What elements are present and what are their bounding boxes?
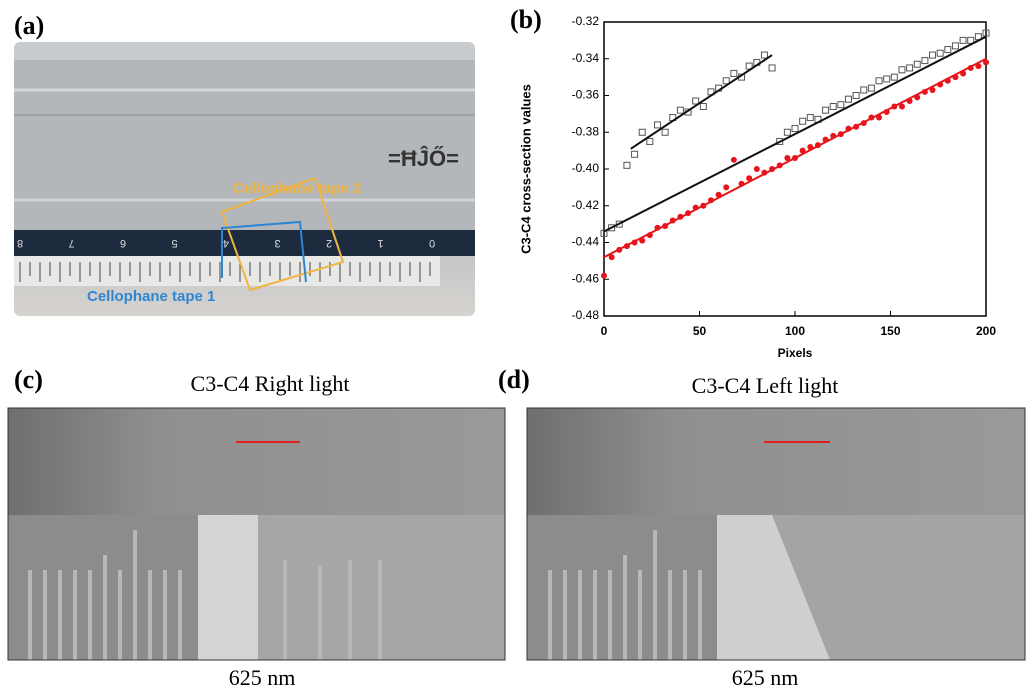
annotation: Cellophane tape 2 (233, 180, 361, 197)
point (959, 36, 967, 44)
point (921, 57, 929, 65)
point (822, 106, 830, 114)
x-axis-label: Pixels (778, 346, 813, 360)
scale-label: 625 nm (732, 665, 799, 690)
image-title: C3-C4 Left light (692, 373, 839, 398)
ruler-label: 2 (326, 237, 332, 249)
point (608, 224, 616, 232)
micrograph (7, 407, 506, 661)
y-tick-label: -0.46 (572, 271, 600, 285)
point (982, 29, 990, 37)
y-tick-label: -0.38 (572, 124, 600, 138)
point (760, 51, 768, 59)
point (676, 106, 684, 114)
point (906, 64, 914, 72)
x-tick-label: 150 (880, 324, 900, 338)
ruler-label: 8 (17, 237, 23, 249)
panel-label: (a) (14, 11, 44, 40)
point (646, 137, 654, 145)
y-tick-label: -0.36 (572, 88, 600, 102)
fit-line (603, 35, 987, 233)
y-tick-label: -0.48 (572, 308, 600, 322)
point (983, 59, 989, 66)
y-tick-label: -0.44 (572, 235, 600, 249)
ruler-label: 4 (223, 237, 229, 249)
x-tick-label: 100 (785, 324, 805, 338)
point (867, 84, 875, 92)
image-title: C3-C4 Right light (191, 371, 350, 396)
point (875, 77, 883, 85)
ruler-label: 0 (429, 237, 435, 249)
y-tick-label: -0.42 (572, 198, 600, 212)
point (806, 114, 814, 122)
panel-label: (c) (14, 365, 43, 394)
point (653, 121, 661, 129)
point (601, 272, 607, 279)
point (860, 86, 868, 94)
point (723, 184, 730, 191)
fit-line (630, 54, 773, 150)
point (929, 51, 937, 59)
point (844, 95, 852, 103)
ruler-label: 5 (171, 237, 177, 249)
point (791, 125, 799, 133)
y-tick-label: -0.40 (572, 161, 600, 175)
point (746, 175, 753, 182)
point (890, 73, 898, 81)
point (730, 69, 738, 77)
point (600, 229, 608, 237)
panel-label: (b) (510, 5, 542, 34)
ruler-labels: 8 7 6 5 4 3 2 1 0 (17, 237, 435, 249)
point (699, 103, 707, 111)
y-tick-label: -0.32 (572, 14, 600, 28)
point (730, 156, 737, 163)
point (631, 150, 639, 158)
scale-label: 625 nm (229, 665, 296, 690)
x-tick-label: 200 (976, 324, 996, 338)
ruler-label: 1 (377, 237, 383, 249)
point (829, 103, 837, 111)
annotation: Cellophane tape 1 (87, 288, 215, 305)
y-tick-label: -0.34 (572, 51, 600, 65)
point (883, 75, 891, 83)
ruler-label: 6 (120, 237, 126, 249)
point (898, 103, 905, 110)
ruler-label: 7 (68, 237, 74, 249)
point (783, 128, 791, 136)
fit-line (603, 57, 987, 259)
point (661, 128, 669, 136)
point (722, 77, 730, 85)
x-tick-label: 0 (601, 324, 608, 338)
point (799, 117, 807, 125)
point (638, 128, 646, 136)
point (784, 154, 791, 161)
point (837, 101, 845, 109)
point (852, 92, 860, 99)
x-tick-label: 50 (693, 324, 707, 338)
svg-text:=ĦĴŐ=: =ĦĴŐ= (388, 146, 459, 171)
point (608, 254, 615, 261)
panel-label: (d) (498, 365, 530, 394)
point (692, 97, 700, 105)
point (951, 42, 959, 50)
photo: =ĦĴŐ= (14, 42, 475, 316)
chart: (b) -0.48 -0.46 -0.44 -0.42 -0.40 -0.38 -0.36 -0… (510, 5, 996, 360)
ruler-label: 3 (274, 237, 280, 249)
point (944, 46, 952, 54)
point (898, 66, 906, 74)
point (929, 86, 936, 93)
y-axis-label: C3-C4 cross-section values (518, 84, 533, 254)
point (623, 161, 631, 169)
point (768, 64, 776, 72)
point (913, 60, 921, 68)
micrograph (526, 407, 1026, 661)
point (753, 166, 760, 172)
point (936, 49, 944, 57)
